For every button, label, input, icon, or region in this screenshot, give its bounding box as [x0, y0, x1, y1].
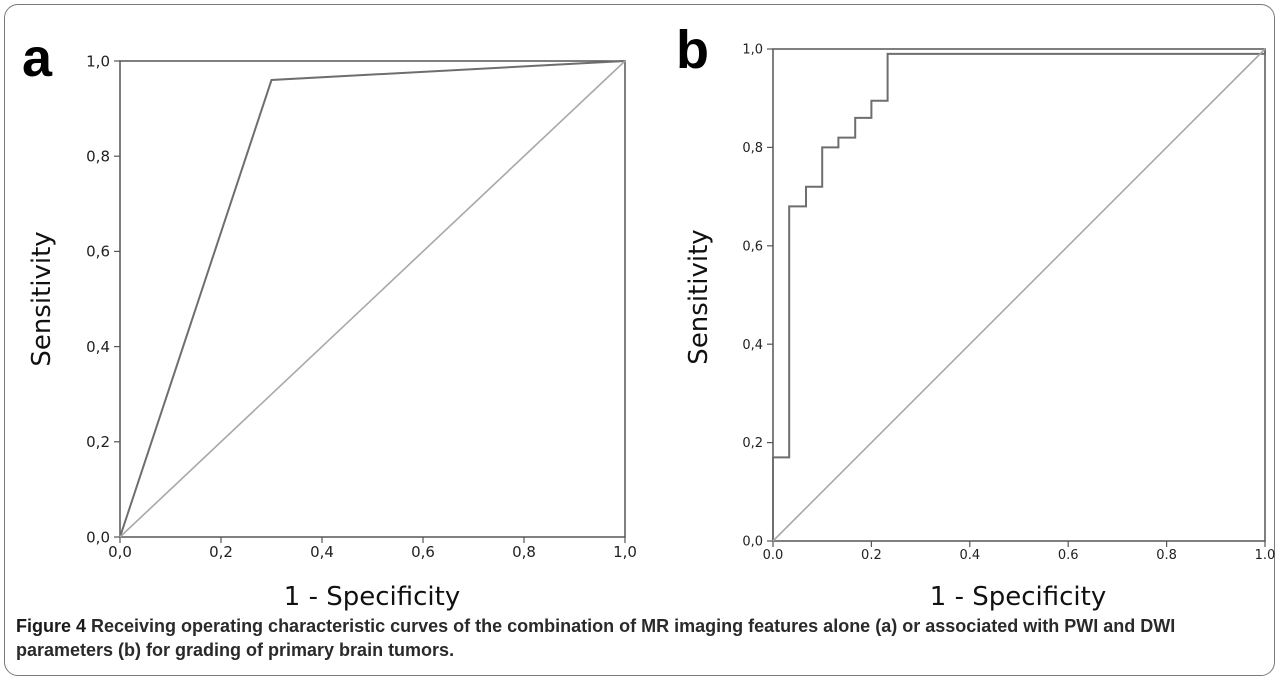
figure-frame	[4, 4, 1275, 676]
x-tick-label: 0.4	[959, 548, 980, 563]
y-tick-label: 0,6	[86, 243, 110, 261]
y-tick-label: 0,0	[742, 535, 763, 550]
reference-diagonal-line	[119, 60, 626, 538]
y-tick-label: 0,2	[742, 436, 763, 451]
x-tick-label: 0,0	[108, 543, 132, 561]
x-tick-label: 0.8	[1156, 548, 1177, 563]
x-tick-label: 0.6	[1058, 548, 1079, 563]
x-tick-label: 1.0	[1255, 548, 1276, 563]
x-tick-label: 1,0	[613, 543, 637, 561]
y-tick-label: 0,2	[86, 433, 110, 451]
x-tick-label: 0,6	[411, 543, 435, 561]
y-tick-label: 0,4	[86, 338, 110, 356]
panel-letter: a	[22, 28, 53, 88]
y-tick-label: 1,0	[86, 52, 110, 70]
y-tick-label: 0,4	[742, 338, 763, 353]
x-tick-label: 0,2	[209, 543, 233, 561]
panel-b: b 0.0 0.2 0.4 0.6 0.8 1.0 0,0 0,2 0,4 0,6 0,8 1,0 1 -…	[676, 20, 1275, 612]
plot-border	[119, 60, 626, 538]
panel-a: a 0,0 0,2 0,4 0,6 0,8 1,0 0,0 0,2 0,4 0,6 0,8 1,0 1 -…	[22, 28, 637, 612]
y-tick-label: 1,0	[742, 43, 763, 58]
y-axis-label: Sensitivity	[27, 231, 57, 366]
roc-curve-line	[772, 49, 1266, 541]
x-axis-label: 1 - Specificity	[284, 582, 460, 612]
x-tick-label: 0,4	[310, 543, 334, 561]
plot-border	[772, 48, 1266, 542]
caption-text: Receiving operating characteristic curve…	[16, 616, 1176, 660]
y-tick-label: 0,6	[742, 239, 763, 254]
reference-diagonal-line	[772, 48, 1266, 542]
y-tick-label: 0,8	[86, 147, 110, 165]
x-tick-label: 0.2	[861, 548, 882, 563]
y-axis-label: Sensitivity	[684, 229, 714, 364]
x-tick-label: 0.0	[763, 548, 784, 563]
y-tick-label: 0,0	[86, 528, 110, 546]
x-axis-label: 1 - Specificity	[930, 582, 1106, 612]
figure-caption: Figure 4 Receiving operating characteris…	[16, 614, 1266, 662]
panel-letter: b	[676, 20, 709, 80]
roc-curve-line	[119, 60, 626, 538]
y-tick-label: 0,8	[742, 141, 763, 156]
caption-label: Figure 4	[16, 616, 87, 636]
x-tick-label: 0,8	[512, 543, 536, 561]
